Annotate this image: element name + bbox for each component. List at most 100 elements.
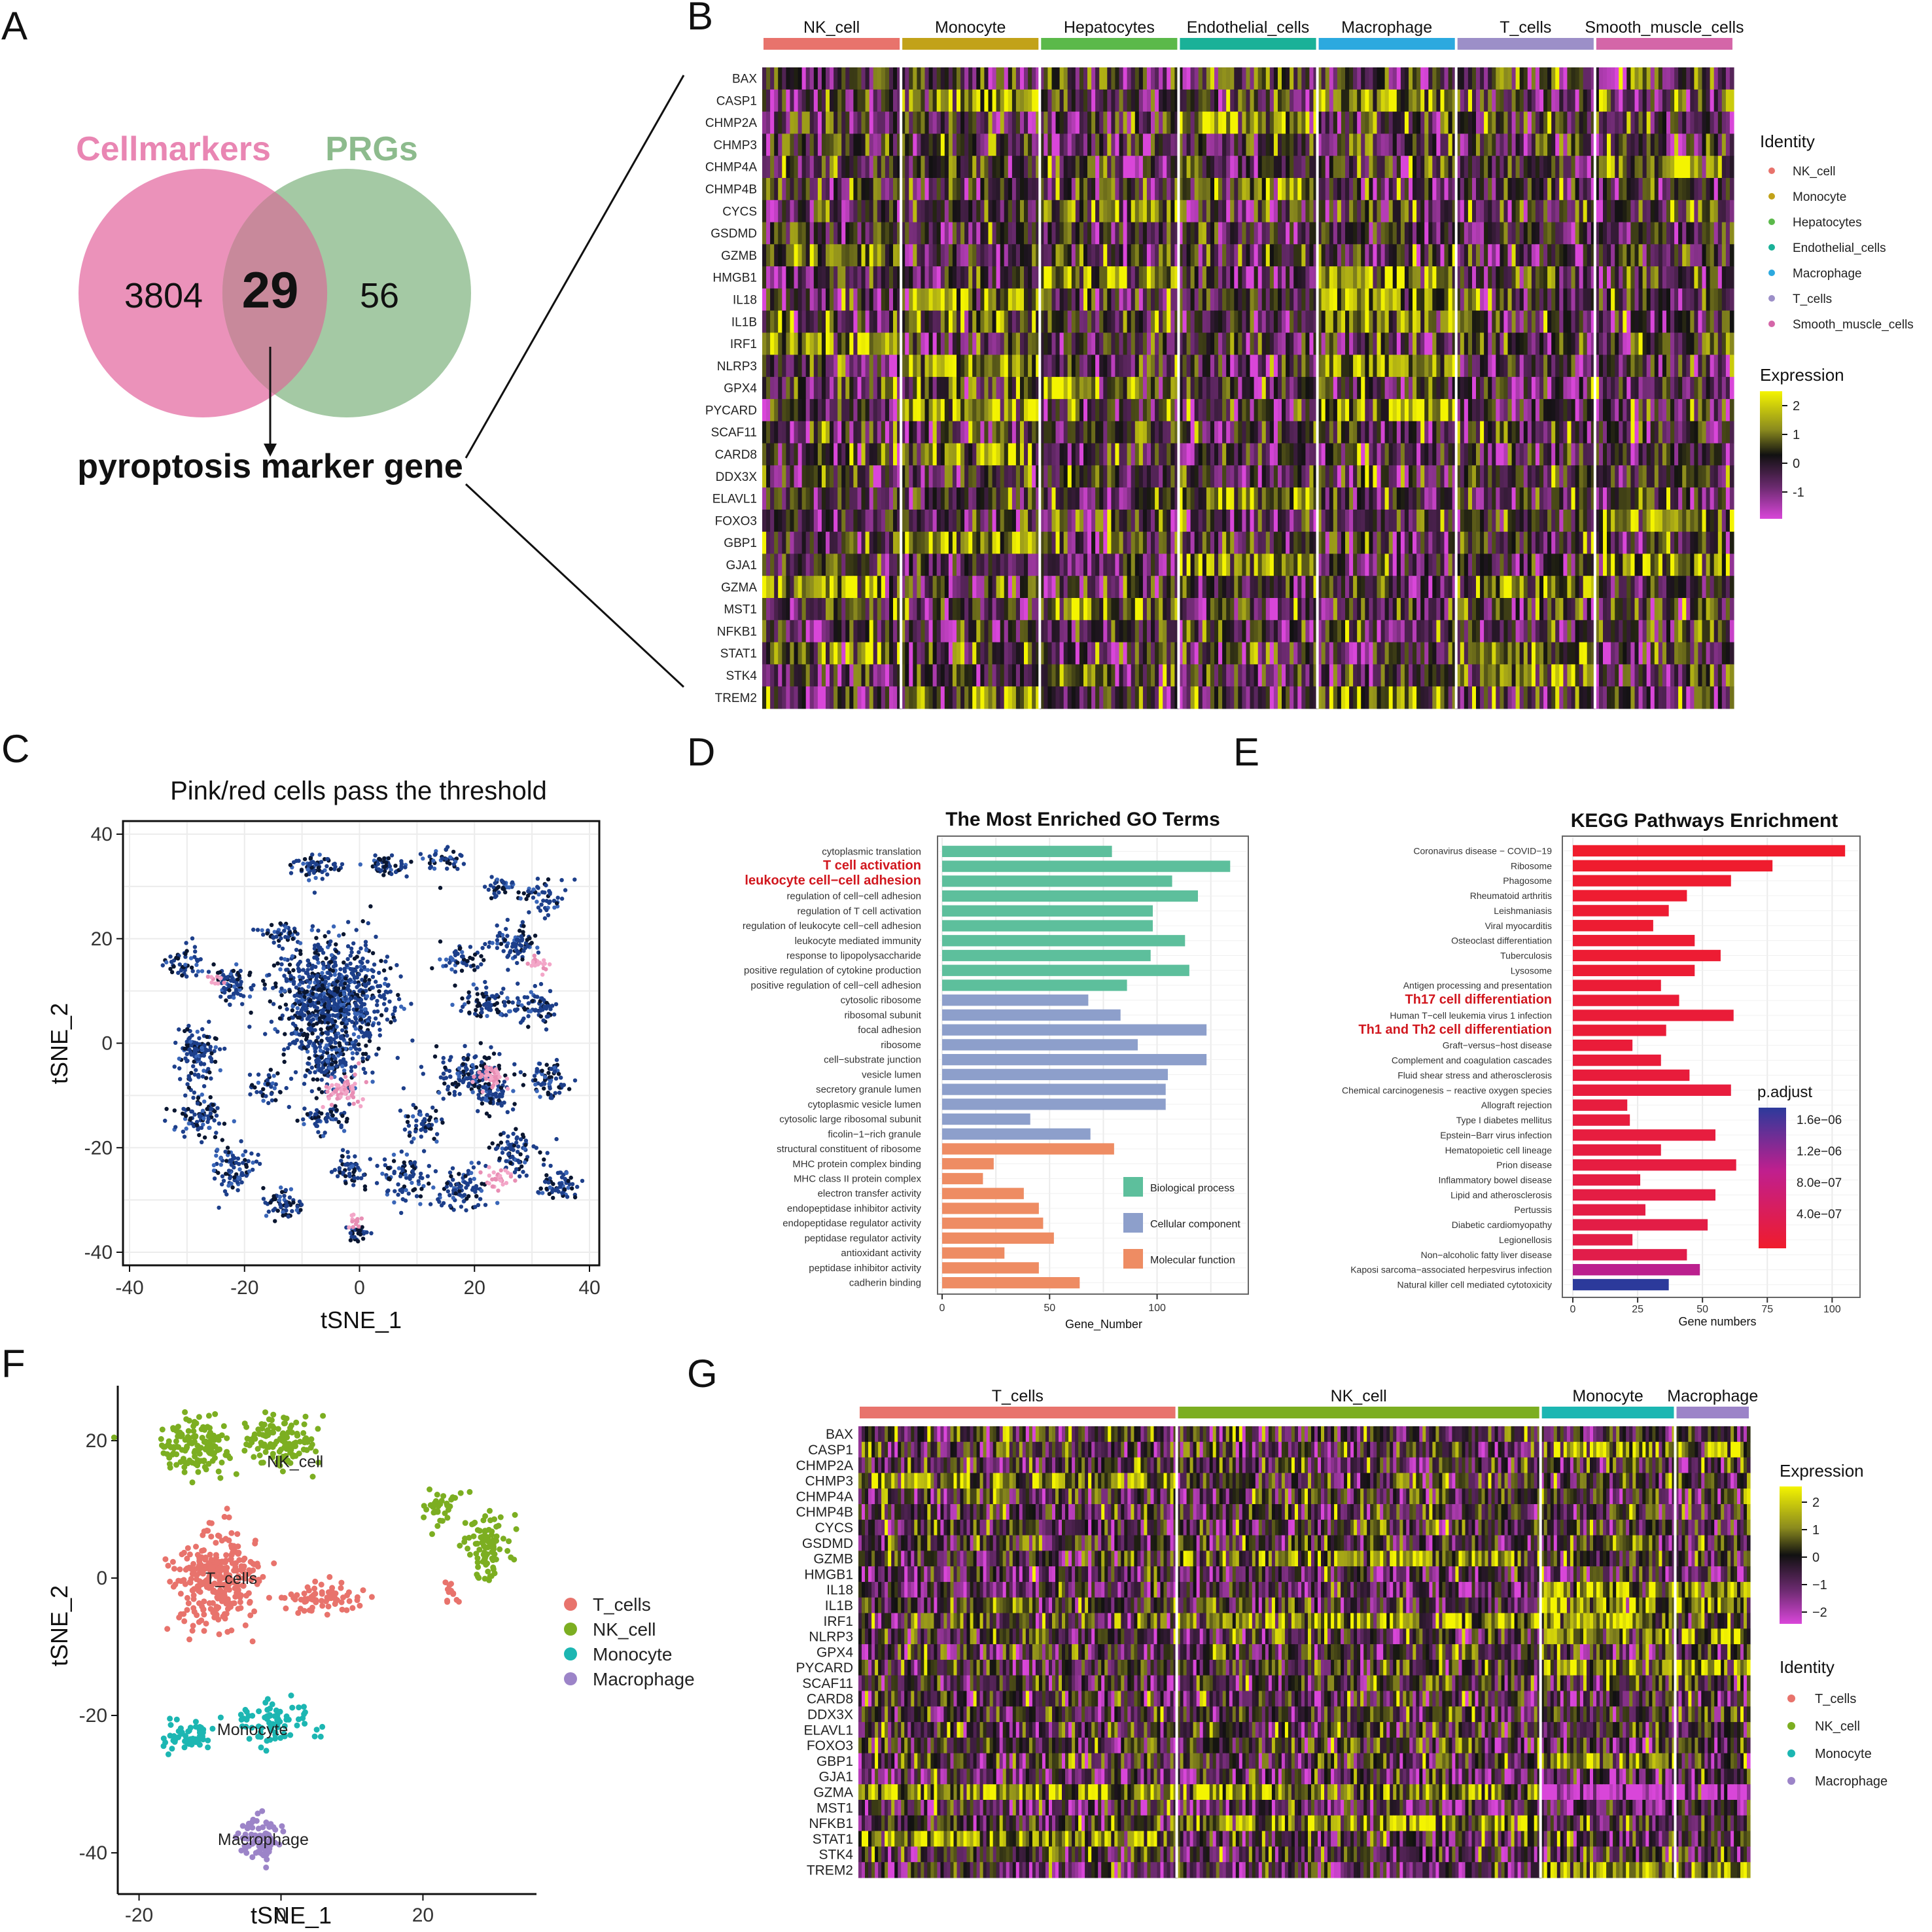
heat-cell: [790, 133, 795, 156]
heat-cell: [952, 398, 957, 422]
heat-cell: [774, 377, 779, 400]
heat-cell: [817, 133, 822, 156]
heat-cell: [821, 553, 826, 576]
heat-cell: [786, 200, 791, 223]
heat-cell: [1413, 576, 1417, 599]
heat-cell: [1226, 133, 1231, 156]
heat-cell: [944, 377, 949, 400]
heat-cell: [1107, 266, 1112, 289]
heat-cell: [1155, 686, 1159, 709]
heat-cell: [1146, 576, 1151, 599]
heat-cell: [1317, 531, 1322, 554]
heat-cell: [1254, 509, 1259, 533]
heat-cell: [1321, 67, 1326, 90]
heat-cell: [1234, 67, 1238, 90]
heat-cell: [1313, 200, 1318, 223]
heat-cell: [1000, 465, 1005, 488]
heat-cell: [837, 355, 842, 378]
heat-cell: [766, 266, 771, 289]
heat-cell: [1015, 266, 1021, 289]
heat-cell: [1190, 310, 1195, 333]
heat-cell: [1424, 178, 1429, 201]
heat-cell: [1087, 487, 1092, 510]
heat-cell: [809, 332, 815, 355]
heat-cell: [1127, 355, 1132, 378]
heat-cell: [968, 178, 973, 201]
heat-cell: [1123, 355, 1128, 378]
heat-cell: [889, 67, 894, 90]
heat-cell: [885, 355, 890, 378]
heat-cell: [798, 620, 803, 643]
heat-cell: [1214, 377, 1219, 400]
heat-cell: [817, 355, 822, 378]
heat-cell: [1392, 244, 1397, 267]
heat-cell: [1380, 355, 1386, 378]
heat-cell: [1055, 398, 1061, 422]
heat-cell: [1400, 421, 1405, 444]
heat-cell: [1353, 89, 1358, 113]
heat-cell: [1309, 686, 1314, 709]
heat-cell: [1416, 531, 1421, 554]
heat-cell: [976, 67, 981, 90]
heat-cell: [1269, 332, 1274, 355]
heat-cell: [845, 509, 850, 533]
heat-cell: [968, 222, 973, 245]
heat-cell: [957, 487, 961, 510]
heat-cell: [1036, 200, 1040, 223]
heat-cell: [1103, 133, 1108, 156]
heat-cell: [909, 509, 913, 533]
heat-cell: [821, 355, 826, 378]
heat-cell: [1261, 332, 1267, 355]
heat-cell: [853, 89, 858, 113]
heat-cell: [1388, 266, 1394, 289]
heat-cell: [1004, 67, 1009, 90]
heat-cell: [1349, 222, 1354, 245]
heat-cell: [1011, 332, 1017, 355]
heat-cell: [1238, 355, 1242, 378]
heat-cell: [1230, 156, 1235, 179]
heat-cell: [1095, 620, 1100, 643]
heat-cell: [1345, 89, 1350, 113]
heat-cell: [1349, 576, 1354, 599]
heat-cell: [1155, 111, 1159, 134]
heat-cell: [1155, 178, 1159, 201]
heat-cell: [826, 178, 830, 201]
heat-cell: [1206, 244, 1211, 267]
heat-cell: [1091, 222, 1096, 245]
heat-cell: [1178, 553, 1184, 576]
heat-cell: [770, 288, 775, 311]
heat-cell: [1000, 642, 1005, 665]
heat-cell: [1297, 531, 1302, 554]
heat-cell: [1250, 642, 1255, 665]
heat-cell: [1004, 244, 1009, 267]
heat-cell: [1341, 553, 1346, 576]
heat-cell: [1119, 642, 1124, 665]
heat-cell: [782, 487, 786, 510]
heat-cell: [770, 178, 775, 201]
heat-cell: [1198, 222, 1203, 245]
heat-cell: [1011, 421, 1017, 444]
heat-cell: [1159, 398, 1163, 422]
heat-cell: [1155, 89, 1159, 113]
heat-cell: [1040, 178, 1044, 201]
heat-cell: [1040, 664, 1044, 687]
heat-cell: [1269, 576, 1274, 599]
heat-cell: [1131, 178, 1136, 201]
heat-cell: [1214, 133, 1219, 156]
heat-cell: [944, 598, 949, 621]
heat-cell: [1384, 576, 1390, 599]
heat-cell: [1008, 620, 1013, 643]
heat-cell: [861, 244, 866, 267]
heat-cell: [928, 553, 934, 576]
heat-cell: [972, 244, 977, 267]
heat-cell: [1432, 156, 1437, 179]
heat-cell: [917, 355, 922, 378]
heat-cell: [1071, 244, 1076, 267]
heat-cell: [1337, 553, 1342, 576]
heat-cell: [1242, 509, 1247, 533]
heat-cell: [1392, 310, 1397, 333]
heat-cell: [885, 266, 890, 289]
heat-cell: [826, 421, 830, 444]
heat-cell: [897, 686, 902, 709]
heat-cell: [1286, 576, 1290, 599]
